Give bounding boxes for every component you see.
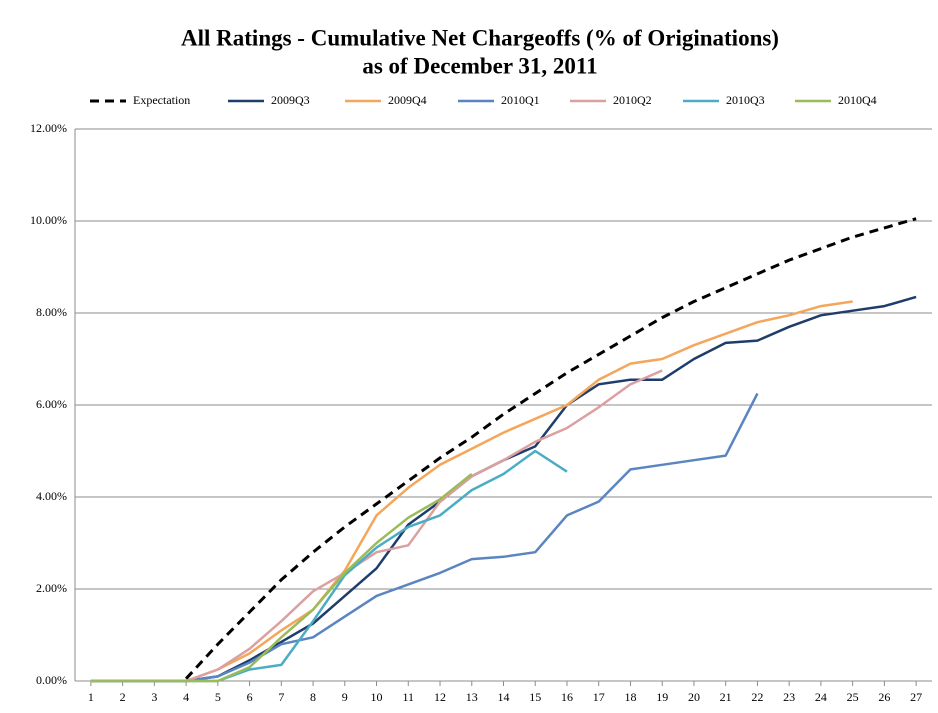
x-tick-label: 23 [783, 690, 795, 704]
x-tick-label: 12 [434, 690, 446, 704]
legend-label: 2010Q2 [613, 93, 652, 107]
x-tick-label: 8 [310, 690, 316, 704]
x-tick-label: 26 [878, 690, 890, 704]
y-tick-label: 6.00% [36, 397, 67, 411]
y-tick-label: 0.00% [36, 673, 67, 687]
y-tick-label: 2.00% [36, 581, 67, 595]
x-tick-label: 10 [371, 690, 383, 704]
x-tick-label: 24 [815, 690, 827, 704]
x-tick-label: 7 [278, 690, 284, 704]
x-tick-label: 9 [342, 690, 348, 704]
x-tick-label: 11 [402, 690, 414, 704]
x-tick-label: 21 [720, 690, 732, 704]
x-tick-label: 22 [751, 690, 763, 704]
x-tick-label: 4 [183, 690, 189, 704]
x-tick-label: 6 [247, 690, 253, 704]
x-tick-label: 3 [151, 690, 157, 704]
legend-label: 2010Q3 [726, 93, 765, 107]
legend-label: 2009Q4 [388, 93, 427, 107]
x-tick-label: 5 [215, 690, 221, 704]
legend-label: 2010Q1 [501, 93, 540, 107]
x-tick-label: 18 [624, 690, 636, 704]
chart-subtitle: as of December 31, 2011 [362, 53, 597, 78]
x-tick-label: 27 [910, 690, 922, 704]
y-tick-label: 10.00% [30, 213, 67, 227]
x-tick-label: 16 [561, 690, 573, 704]
x-tick-label: 19 [656, 690, 668, 704]
x-tick-label: 25 [847, 690, 859, 704]
x-tick-label: 20 [688, 690, 700, 704]
x-tick-label: 1 [88, 690, 94, 704]
x-tick-label: 17 [593, 690, 605, 704]
y-tick-label: 4.00% [36, 489, 67, 503]
legend-label: Expectation [133, 93, 190, 107]
chart-title: All Ratings - Cumulative Net Chargeoffs … [181, 25, 779, 50]
series-line [90, 473, 473, 683]
legend-label: 2009Q3 [271, 93, 310, 107]
x-tick-label: 13 [466, 690, 478, 704]
series-line [90, 392, 759, 683]
x-tick-label: 14 [498, 690, 510, 704]
x-tick-label: 15 [529, 690, 541, 704]
y-tick-label: 8.00% [36, 305, 67, 319]
x-tick-label: 2 [120, 690, 126, 704]
y-tick-label: 12.00% [30, 121, 67, 135]
series-line [184, 217, 917, 680]
legend-label: 2010Q4 [838, 93, 877, 107]
